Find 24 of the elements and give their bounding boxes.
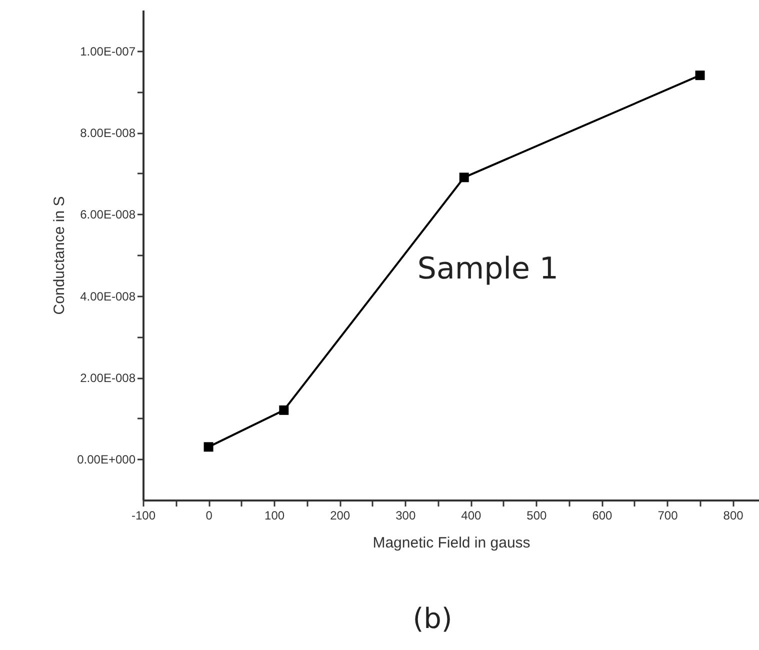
y-axis-title: Conductance in S bbox=[51, 196, 68, 315]
x-tick-label: 800 bbox=[723, 508, 744, 522]
x-tick-label: 300 bbox=[396, 508, 416, 522]
annotation: Sample 1 bbox=[417, 252, 559, 287]
y-tick-label: 4.00E-008 bbox=[80, 289, 136, 304]
x-tick-label: 200 bbox=[330, 508, 350, 522]
point bbox=[279, 405, 289, 415]
x-tick-label: 400 bbox=[461, 508, 482, 522]
y-tick-label: 0.00E+000 bbox=[77, 452, 136, 467]
x-tick-label: -100 bbox=[131, 508, 156, 522]
y-tick-label: 2.00E-008 bbox=[80, 371, 136, 385]
y-tick-label: 6.00E-008 bbox=[80, 208, 136, 222]
x-tick-label: 100 bbox=[264, 508, 285, 522]
text: (b) bbox=[412, 602, 452, 635]
y-tick-label: 1.00E-007 bbox=[80, 44, 136, 58]
point bbox=[204, 442, 214, 452]
x-tick-label: 600 bbox=[592, 508, 613, 522]
x-tick-label: 500 bbox=[526, 508, 548, 522]
point bbox=[695, 70, 705, 80]
y-tick-label: 8.00E-008 bbox=[80, 126, 136, 140]
x-axis-title: Magnetic Field in gauss bbox=[372, 534, 530, 552]
point bbox=[459, 172, 469, 182]
x-tick-label: 700 bbox=[658, 508, 678, 522]
x-tick-label: 0 bbox=[206, 508, 213, 522]
